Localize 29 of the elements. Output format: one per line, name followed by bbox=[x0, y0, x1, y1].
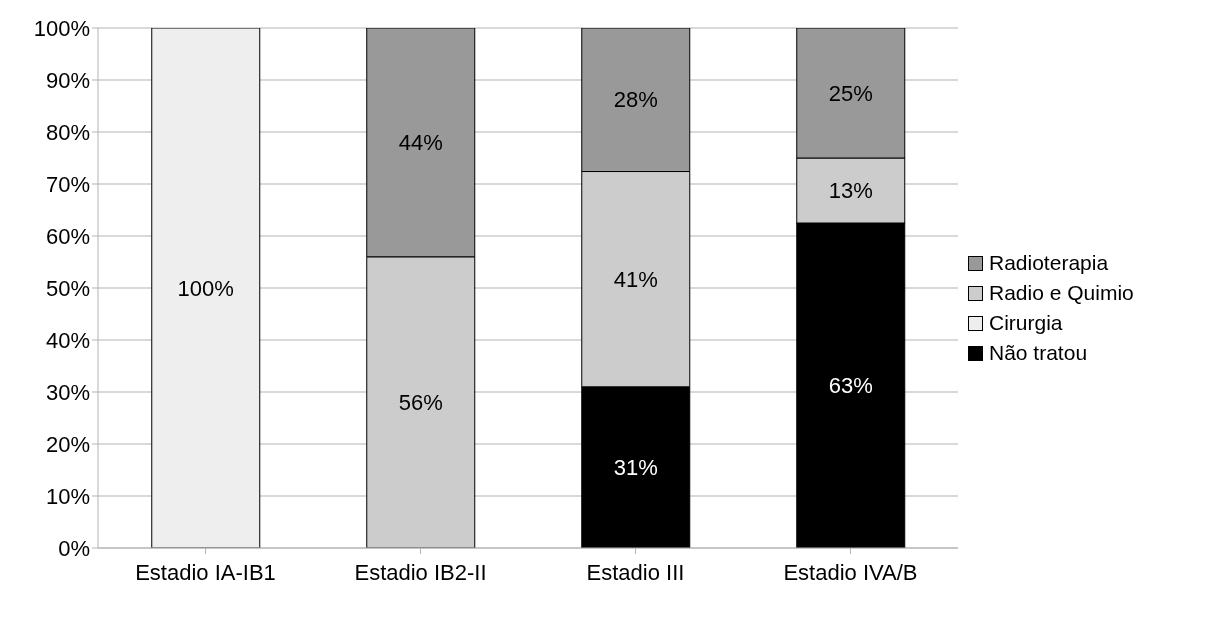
legend-label: Radio e Quimio bbox=[989, 281, 1134, 305]
x-tick-label: Estadio IVA/B bbox=[783, 559, 918, 585]
data-label: 31% bbox=[613, 455, 658, 481]
data-label: 28% bbox=[613, 87, 658, 113]
y-tick-label: 0% bbox=[58, 535, 90, 561]
data-label: 100% bbox=[177, 275, 234, 301]
y-tick-label: 100% bbox=[33, 15, 90, 41]
data-label: 63% bbox=[828, 373, 873, 399]
y-tick-label: 50% bbox=[45, 275, 90, 301]
y-tick-label: 90% bbox=[45, 67, 90, 93]
y-tick-label: 70% bbox=[45, 171, 90, 197]
y-tick-label: 60% bbox=[45, 223, 90, 249]
x-tick-label: Estadio IA-IB1 bbox=[135, 559, 276, 585]
y-tick-label: 80% bbox=[45, 119, 90, 145]
data-label: 25% bbox=[828, 80, 873, 106]
data-label: 13% bbox=[828, 178, 873, 204]
y-tick-label: 10% bbox=[45, 483, 90, 509]
legend-label: Cirurgia bbox=[989, 311, 1063, 335]
data-label: 44% bbox=[398, 130, 443, 156]
legend-label: Radioterapia bbox=[989, 251, 1109, 275]
y-tick-label: 20% bbox=[45, 431, 90, 457]
y-tick-label: 40% bbox=[45, 327, 90, 353]
x-tick-label: Estadio III bbox=[586, 559, 685, 585]
data-label: 56% bbox=[398, 390, 443, 416]
bar bbox=[151, 28, 261, 548]
data-label: 41% bbox=[613, 266, 658, 292]
y-tick-label: 30% bbox=[45, 379, 90, 405]
legend-label: Não tratou bbox=[989, 341, 1088, 365]
x-tick-label: Estadio IB2-II bbox=[354, 559, 487, 585]
